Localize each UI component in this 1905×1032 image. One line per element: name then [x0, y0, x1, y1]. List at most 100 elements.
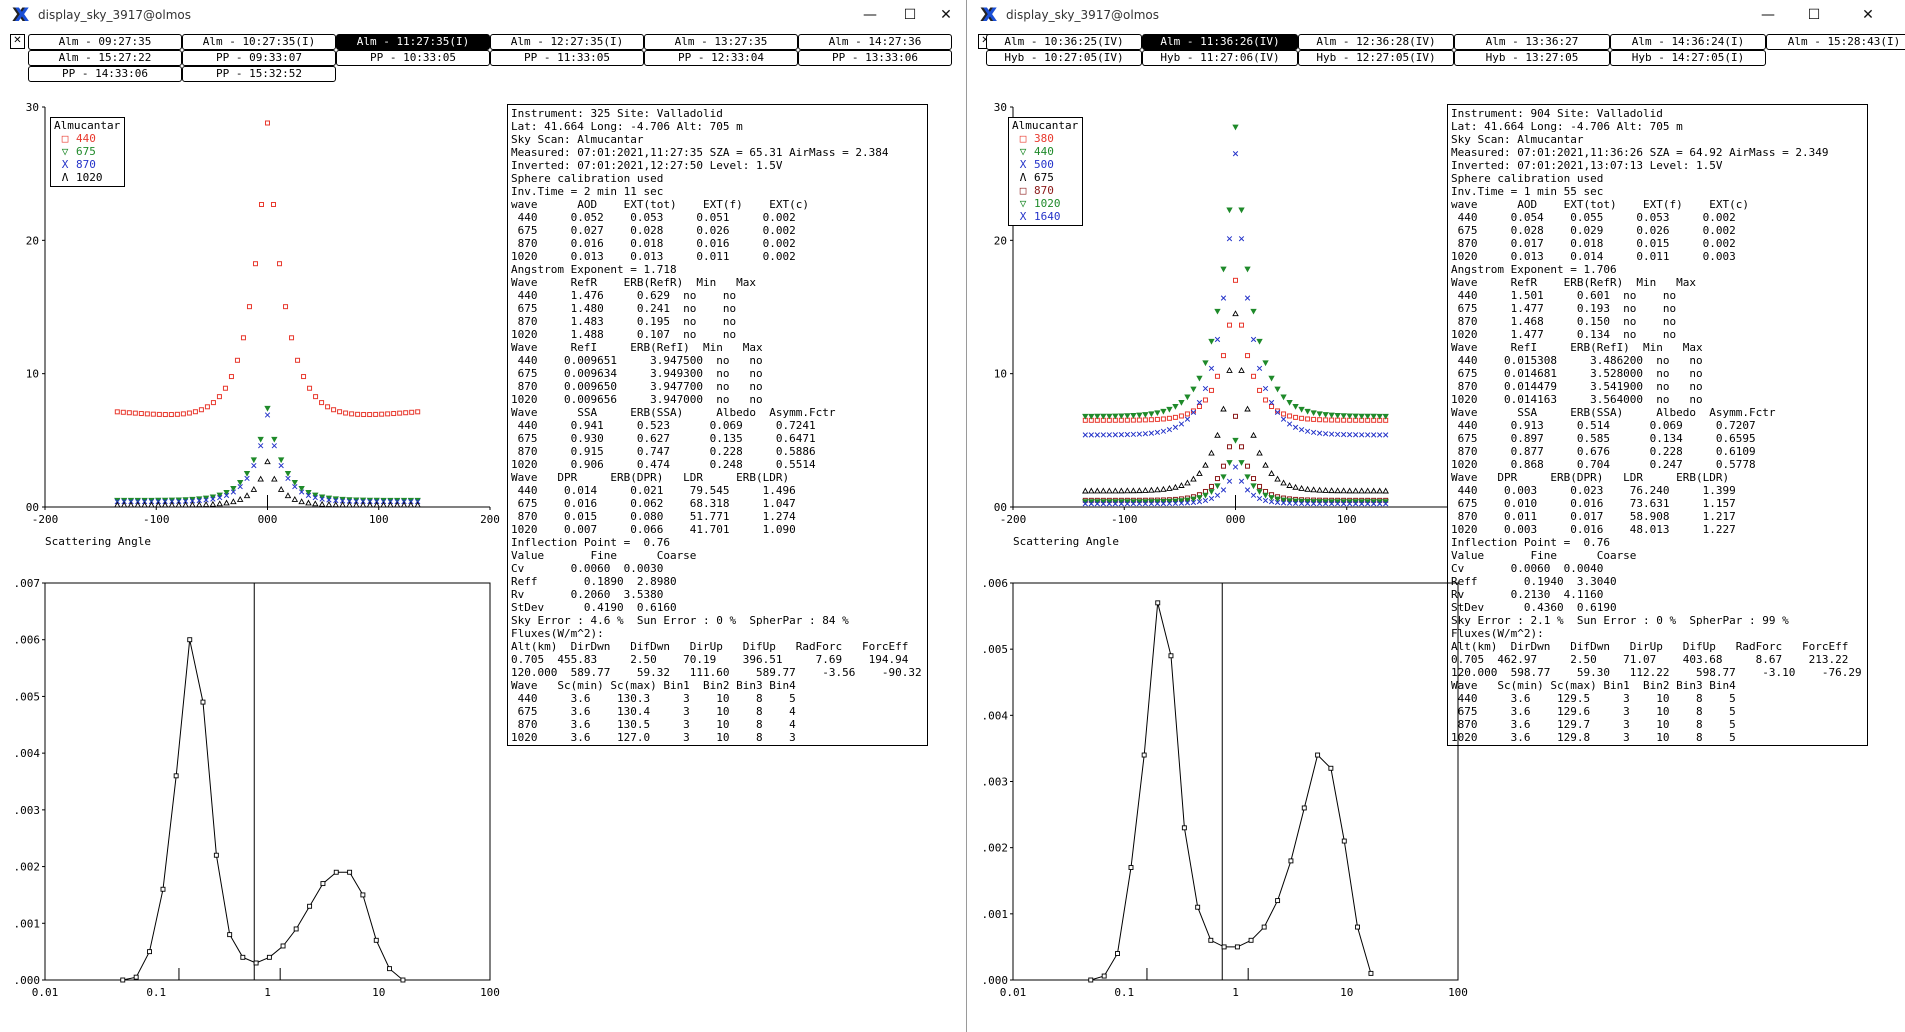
scan-tab[interactable]: Hyb - 10:27:05(IV): [986, 50, 1142, 66]
close-button[interactable]: ✕: [1862, 7, 1874, 23]
data-point-380: [1293, 414, 1299, 420]
legend-entry: Λ 675: [1012, 171, 1078, 184]
scan-tab[interactable]: PP - 13:33:06: [798, 50, 952, 66]
info-line: Wave Sc(min) Sc(max) Bin1 Bin2 Bin3 Bin4: [1451, 679, 1736, 692]
scan-tab[interactable]: Alm - 10:27:35(I): [182, 34, 336, 50]
data-point-500: [1365, 432, 1371, 438]
scan-tab[interactable]: PP - 15:32:52: [182, 66, 336, 82]
info-line: Rv 0.2060 3.5380: [511, 588, 664, 601]
data-point-440: [246, 304, 252, 310]
scan-tab[interactable]: Hyb - 12:27:05(IV): [1298, 50, 1454, 66]
data-point-1020: [243, 492, 251, 499]
info-line: Sky Scan: Almucantar: [511, 133, 644, 146]
data-point-440: [307, 385, 313, 391]
scan-tab[interactable]: Alm - 14:36:24(I): [1610, 34, 1766, 50]
y-tick-label: .002: [982, 842, 1009, 855]
data-point-500: [1359, 432, 1365, 438]
data-point-1640: [1238, 478, 1245, 484]
scan-tab[interactable]: Alm - 15:28:43(I): [1766, 34, 1905, 50]
data-point-440: [1328, 412, 1335, 419]
data-point-440: [126, 410, 132, 416]
close-x-icon[interactable]: ✕: [10, 34, 25, 49]
scan-tab[interactable]: Alm - 15:27:22: [28, 50, 182, 66]
maximize-button[interactable]: ☐: [903, 7, 917, 23]
data-point-440: [1184, 394, 1191, 401]
data-point-675: [1358, 487, 1365, 494]
data-point-675: [277, 457, 285, 464]
scan-tab[interactable]: Alm - 11:36:26(IV): [1142, 34, 1298, 50]
data-point-440: [1298, 406, 1305, 413]
window-titlebar[interactable]: XX display_sky_3917@olmos — ☐ ✕: [0, 0, 966, 30]
data-point-1640: [1256, 495, 1263, 502]
psd-point: [1181, 825, 1187, 831]
data-point-380: [1323, 417, 1329, 423]
data-point-675: [284, 470, 292, 477]
minimize-button[interactable]: —: [1761, 7, 1775, 23]
info-line: 120.000 598.77 59.30 112.22 598.77 -3.10…: [1451, 666, 1862, 679]
data-point-500: [1208, 365, 1215, 371]
scan-tab[interactable]: Hyb - 11:27:06(IV): [1142, 50, 1298, 66]
info-line: 440 0.014 0.021 79.545 1.496: [511, 484, 796, 497]
data-point-440: [379, 411, 385, 417]
data-point-500: [1334, 431, 1341, 438]
scan-tab[interactable]: PP - 10:33:05: [336, 50, 490, 66]
scan-tab[interactable]: PP - 12:33:04: [644, 50, 798, 66]
scan-tab[interactable]: Hyb - 14:27:05(I): [1610, 50, 1766, 66]
data-point-500: [1178, 421, 1185, 427]
scan-tab[interactable]: PP - 14:33:06: [28, 66, 182, 82]
psd-point: [133, 974, 139, 980]
window-titlebar[interactable]: XX display_sky_3917@olmos — ☐ ✕: [968, 0, 1905, 30]
minimize-button[interactable]: —: [863, 7, 877, 23]
data-point-675: [298, 486, 305, 492]
size-distribution-curve: [1090, 602, 1372, 981]
data-point-500: [1286, 421, 1293, 427]
info-line: Wave DPR ERB(DPR) LDR ERB(LDR): [511, 471, 790, 484]
info-line: 870 0.877 0.676 0.228 0.6109: [1451, 445, 1756, 458]
data-point-870: [264, 412, 271, 418]
info-line: 870 0.009650 3.947700 no no: [511, 380, 763, 393]
close-button[interactable]: ✕: [940, 7, 952, 23]
data-point-500: [1160, 428, 1167, 434]
y-tick-label: .003: [982, 776, 1009, 789]
data-point-380: [1226, 322, 1232, 328]
window-title: display_sky_3917@olmos: [1006, 8, 1159, 22]
info-line: 675 3.6 129.6 3 10 8 5: [1451, 705, 1736, 718]
psd-point: [333, 869, 339, 875]
maximize-button[interactable]: ☐: [1807, 7, 1821, 23]
data-point-1640: [1082, 501, 1088, 507]
data-point-440: [1286, 400, 1293, 406]
data-point-675: [1328, 487, 1335, 494]
data-point-1020: [271, 475, 278, 482]
info-line: Cv 0.0060 0.0040: [1451, 562, 1604, 575]
scan-tab[interactable]: Alm - 12:27:35(I): [490, 34, 644, 50]
x-tick-label: 100: [480, 986, 500, 999]
data-point-440: [1280, 394, 1287, 401]
data-point-1020: [127, 501, 135, 508]
scan-tab[interactable]: Alm - 12:36:28(IV): [1298, 34, 1454, 50]
scan-tab[interactable]: Alm - 14:27:36: [798, 34, 952, 50]
data-point-440: [397, 410, 403, 416]
psd-point: [1341, 838, 1347, 844]
scan-tab[interactable]: Alm - 13:36:27: [1454, 34, 1610, 50]
scan-tab[interactable]: Alm - 10:36:25(IV): [986, 34, 1142, 50]
y-tick-label: .007: [14, 577, 41, 590]
data-point-1020: [1202, 492, 1209, 499]
scan-tab[interactable]: Alm - 13:27:35: [644, 34, 798, 50]
data-point-500: [1328, 431, 1335, 437]
psd-point: [1221, 944, 1227, 950]
scan-tab[interactable]: Hyb - 13:27:05: [1454, 50, 1610, 66]
scan-tab[interactable]: PP - 09:33:07: [182, 50, 336, 66]
scan-tab[interactable]: PP - 11:33:05: [490, 50, 644, 66]
x-tick-label: 200: [480, 513, 500, 526]
data-point-870: [305, 492, 312, 499]
data-point-675: [1172, 483, 1179, 490]
data-point-500: [1190, 409, 1197, 416]
data-point-675: [1376, 487, 1383, 494]
y-tick-label: 30: [994, 101, 1007, 114]
scan-tab[interactable]: Alm - 11:27:35(I): [336, 34, 490, 50]
data-point-1020: [264, 458, 271, 465]
info-line: Cv 0.0060 0.0030: [511, 562, 664, 575]
window-left: XX display_sky_3917@olmos — ☐ ✕ ✕ Alm - …: [0, 0, 967, 1032]
info-line: 1020 3.6 127.0 3 10 8 3: [511, 731, 796, 744]
scan-tab[interactable]: Alm - 09:27:35: [28, 34, 182, 50]
